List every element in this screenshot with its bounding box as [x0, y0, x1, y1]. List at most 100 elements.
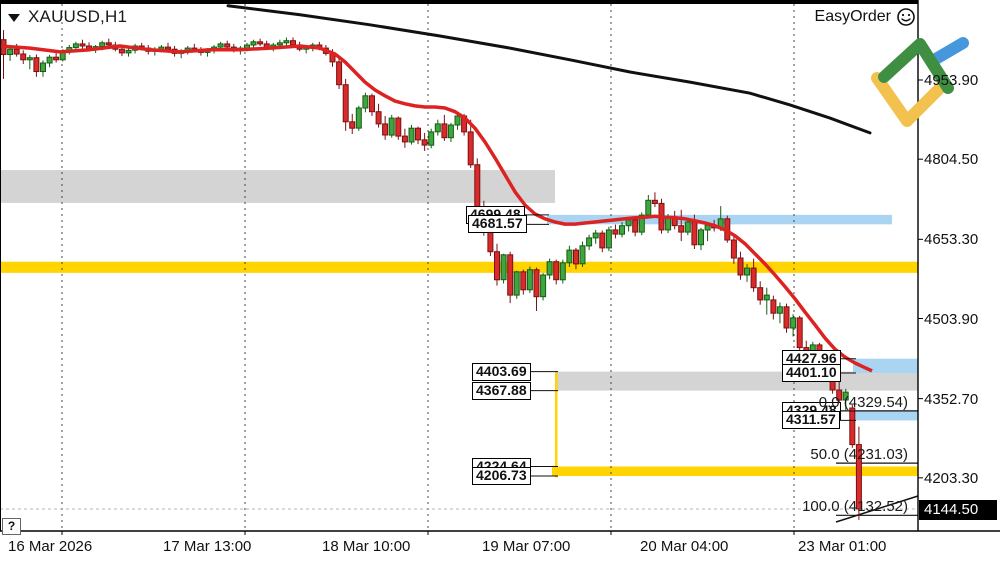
fib-level-label: 100.0 (4132.52) — [802, 498, 908, 515]
candle — [605, 226, 612, 252]
candle — [388, 114, 395, 138]
help-button[interactable]: ? — [2, 518, 21, 535]
candle — [369, 93, 375, 116]
zone-gray-zone-4403 — [556, 371, 918, 391]
candle — [26, 55, 33, 70]
candle — [573, 248, 579, 270]
symbol-timeframe-label: XAUUSD,H1 — [28, 7, 128, 26]
candle — [342, 78, 349, 131]
candle — [526, 266, 533, 293]
zone-yellow-level-upper — [0, 261, 918, 273]
candle — [500, 253, 507, 284]
price-tag[interactable]: 4367.88 — [472, 382, 531, 400]
candle — [46, 55, 53, 68]
symbol-dropdown-icon[interactable] — [8, 14, 20, 22]
candle — [362, 92, 369, 113]
candle — [619, 222, 625, 238]
candle — [79, 39, 86, 50]
zone-yellow-zone-4224 — [552, 466, 918, 477]
price-axis-label: 4352.70 — [924, 391, 979, 408]
price-tag[interactable]: 4427.96 — [782, 350, 841, 368]
fib-level-label: 0.0 (4329.54) — [818, 394, 908, 411]
fast-ma-line[interactable] — [0, 44, 873, 373]
candle — [355, 105, 362, 131]
price-tag[interactable]: 4681.57 — [468, 215, 527, 233]
price-tag[interactable]: 4206.73 — [472, 467, 531, 485]
candle — [651, 192, 658, 208]
candle — [125, 47, 132, 57]
candle — [553, 259, 560, 285]
zone-left-edge-line — [555, 371, 558, 478]
zone-blue-zone-4329 — [853, 410, 918, 421]
candle — [592, 229, 599, 244]
candle — [763, 287, 770, 315]
candle — [40, 60, 46, 77]
candle — [283, 37, 290, 46]
candle — [395, 116, 402, 140]
smiley-icon[interactable] — [896, 7, 916, 27]
slow-ma-line[interactable] — [226, 4, 872, 135]
time-axis-label: 19 Mar 07:00 — [482, 538, 571, 555]
candle — [546, 258, 553, 280]
candle — [836, 381, 843, 404]
candle — [678, 209, 685, 242]
candle — [599, 230, 606, 253]
candle — [770, 295, 777, 320]
candle — [494, 243, 500, 286]
candle — [428, 128, 435, 149]
candle — [224, 40, 231, 50]
zone-supply-zone-upper — [0, 170, 555, 203]
candle — [513, 270, 520, 299]
candle — [698, 227, 704, 251]
candle — [645, 195, 652, 219]
time-axis-label: 18 Mar 10:00 — [322, 538, 411, 555]
candle — [507, 251, 514, 304]
chart-symbol-title[interactable]: XAUUSD,H1 — [8, 7, 127, 27]
candle — [250, 39, 257, 49]
candle — [382, 116, 389, 140]
price-axis-label: 4503.90 — [924, 311, 979, 328]
candle — [0, 30, 7, 79]
time-axis-label: 23 Mar 01:00 — [798, 538, 887, 555]
candle — [750, 258, 757, 292]
candle — [671, 210, 678, 230]
fib-trend-line[interactable] — [835, 495, 919, 523]
candle — [730, 235, 737, 264]
easyorder-label: EasyOrder — [814, 8, 891, 25]
candle — [842, 388, 849, 411]
candle — [783, 303, 790, 333]
candle — [776, 302, 783, 324]
candle — [467, 119, 474, 168]
time-axis-label: 20 Mar 04:00 — [640, 538, 729, 555]
price-axis-label: 4953.90 — [924, 72, 979, 89]
candle — [586, 234, 593, 251]
price-tag[interactable]: 4401.10 — [782, 364, 841, 382]
candle — [434, 119, 441, 136]
easyorder-plugin-button[interactable]: EasyOrder — [790, 7, 916, 27]
chart-top-border — [0, 0, 918, 4]
time-axis-label: 16 Mar 2026 — [8, 538, 93, 555]
candle — [421, 132, 428, 151]
price-tag[interactable]: 4403.69 — [472, 363, 531, 381]
candle — [559, 259, 566, 284]
time-axis-label: 17 Mar 13:00 — [163, 538, 252, 555]
candle — [757, 281, 764, 305]
price-tag[interactable]: 4311.57 — [782, 411, 840, 429]
candle — [790, 314, 797, 337]
candle — [20, 50, 27, 64]
candle — [7, 46, 14, 61]
candle — [855, 426, 862, 520]
candles — [0, 30, 862, 520]
candle — [257, 38, 264, 46]
candle — [349, 113, 356, 134]
candle — [401, 128, 408, 148]
candle — [533, 267, 540, 311]
candle — [632, 217, 639, 237]
candle — [849, 404, 856, 448]
candle — [441, 114, 448, 141]
candle — [33, 54, 40, 77]
price-axis-label: 4804.50 — [924, 151, 979, 168]
candle — [796, 315, 803, 354]
candle — [375, 103, 382, 128]
